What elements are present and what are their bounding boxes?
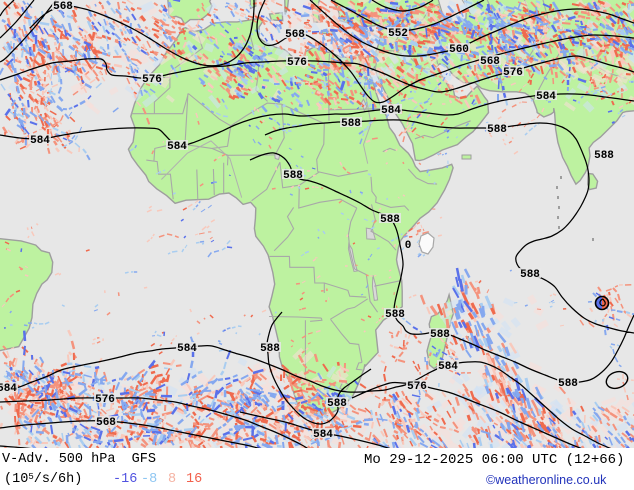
svg-text:584: 584 [438, 361, 458, 373]
svg-text:584: 584 [313, 429, 333, 441]
svg-text:576: 576 [407, 381, 427, 393]
svg-text:552: 552 [388, 28, 408, 40]
svg-text:584: 584 [0, 383, 17, 395]
svg-text:576: 576 [95, 394, 115, 406]
svg-text:0: 0 [405, 240, 412, 252]
svg-text:584: 584 [381, 105, 401, 117]
svg-text:568: 568 [480, 56, 500, 68]
svg-text:588: 588 [385, 309, 405, 321]
svg-text:560: 560 [449, 44, 469, 56]
svg-text:588: 588 [283, 170, 303, 182]
svg-text:576: 576 [503, 67, 523, 79]
svg-text:584: 584 [30, 135, 50, 147]
svg-text:568: 568 [96, 417, 116, 429]
svg-text:584: 584 [167, 141, 187, 153]
svg-text:588: 588 [380, 214, 400, 226]
svg-text:568: 568 [285, 29, 305, 41]
svg-text:588: 588 [487, 124, 507, 136]
svg-text:584: 584 [177, 343, 197, 355]
svg-text:588: 588 [594, 150, 614, 162]
svg-text:588: 588 [520, 269, 540, 281]
svg-text:588: 588 [327, 398, 347, 410]
svg-text:588: 588 [430, 329, 450, 341]
svg-text:588: 588 [260, 343, 280, 355]
svg-text:576: 576 [287, 57, 307, 69]
svg-text:588: 588 [341, 118, 361, 130]
svg-text:576: 576 [142, 74, 162, 86]
svg-text:568: 568 [53, 1, 73, 13]
svg-text:588: 588 [558, 378, 578, 390]
svg-text:584: 584 [536, 91, 556, 103]
